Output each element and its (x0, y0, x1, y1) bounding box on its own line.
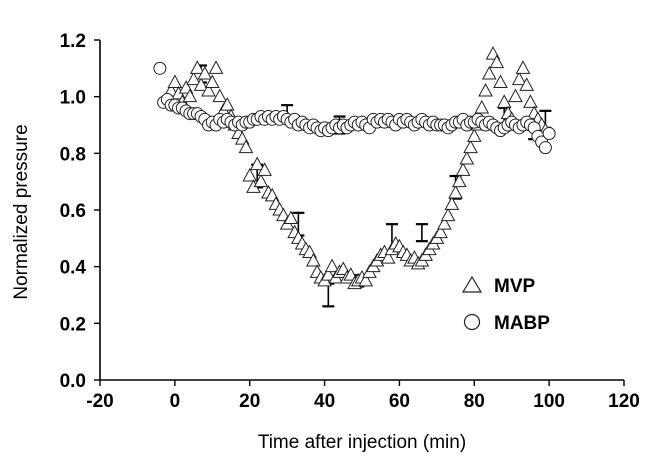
y-tick-label: 0.4 (60, 258, 87, 279)
mvp-point (238, 139, 254, 154)
mvp-point (481, 65, 497, 80)
legend: MVP MABP (461, 275, 550, 334)
mvp-point (440, 207, 456, 222)
mvp-point (519, 77, 535, 91)
mvp-point (197, 65, 213, 80)
mabp-point (153, 61, 167, 75)
x-tick-label: 80 (464, 391, 485, 412)
mvp-point (437, 216, 452, 230)
mvp-point (448, 184, 463, 199)
mvp-point (444, 196, 460, 210)
x-tick-label: 100 (533, 391, 565, 412)
mvp-point (306, 252, 321, 267)
mvp-point (380, 250, 396, 264)
mvp-point (204, 74, 220, 88)
mvp-point (493, 74, 508, 88)
legend-label-mvp: MVP (494, 276, 536, 297)
legend-triangle-icon (461, 275, 483, 293)
legend-label-mabp: MABP (494, 313, 550, 334)
mvp-point (320, 267, 336, 281)
mabp-point (538, 141, 552, 155)
mvp-point (283, 210, 299, 224)
mvp-point (208, 60, 224, 74)
mvp-point (474, 99, 490, 114)
y-tick-label: 0.8 (60, 144, 86, 165)
y-tick-label: 0.0 (60, 371, 86, 392)
x-tick-label: -20 (86, 391, 113, 412)
mvp-point (455, 162, 471, 176)
x-tick-label: 20 (239, 391, 260, 412)
x-tick-label: 120 (608, 391, 640, 412)
mvp-point (242, 167, 258, 182)
mvp-point (182, 88, 198, 103)
mvp-point (186, 71, 201, 86)
legend-circle-icon (463, 313, 481, 331)
mvp-point (463, 139, 478, 154)
y-tick-label: 1.2 (60, 31, 86, 52)
mvp-point (201, 82, 216, 97)
mabp-point (542, 127, 556, 140)
mvp-point (253, 173, 269, 188)
x-tick-label: 0 (170, 391, 181, 412)
mvp-point (459, 150, 475, 165)
mvp-point (193, 77, 209, 91)
mvp-point (212, 88, 228, 103)
x-tick-label: 60 (389, 391, 410, 412)
mvp-point (189, 60, 205, 74)
mvp-point (451, 173, 467, 188)
mvp-point (324, 258, 340, 273)
mvp-point (478, 82, 493, 97)
mvp-point (496, 94, 512, 108)
mvp-point (249, 156, 265, 171)
y-tick-label: 0.6 (60, 201, 86, 222)
y-tick-label: 1.0 (60, 88, 86, 109)
x-axis-title: Time after injection (min) (258, 432, 466, 453)
mvp-point (508, 88, 523, 103)
mvp-point (515, 60, 531, 74)
error-bars-layer (180, 64, 552, 308)
ticks-layer: -20 0 20 40 60 80 100 120 0.0 0.2 0.4 0.6 0.8 1.0 1.2 (60, 31, 640, 412)
y-tick-label: 0.2 (60, 314, 86, 335)
mvp-point (489, 54, 505, 69)
mvp-point (523, 94, 538, 108)
mvp-point (433, 224, 448, 239)
mvp-point (219, 97, 235, 111)
mvp-point (167, 74, 183, 88)
mvp-point (257, 162, 273, 176)
data-points-layer (153, 46, 556, 290)
mvp-point (466, 128, 482, 142)
y-axis-title: Normalized pressure (11, 124, 32, 299)
mvp-point (511, 71, 527, 86)
x-tick-label: 40 (314, 391, 335, 412)
mvp-point (358, 272, 374, 287)
